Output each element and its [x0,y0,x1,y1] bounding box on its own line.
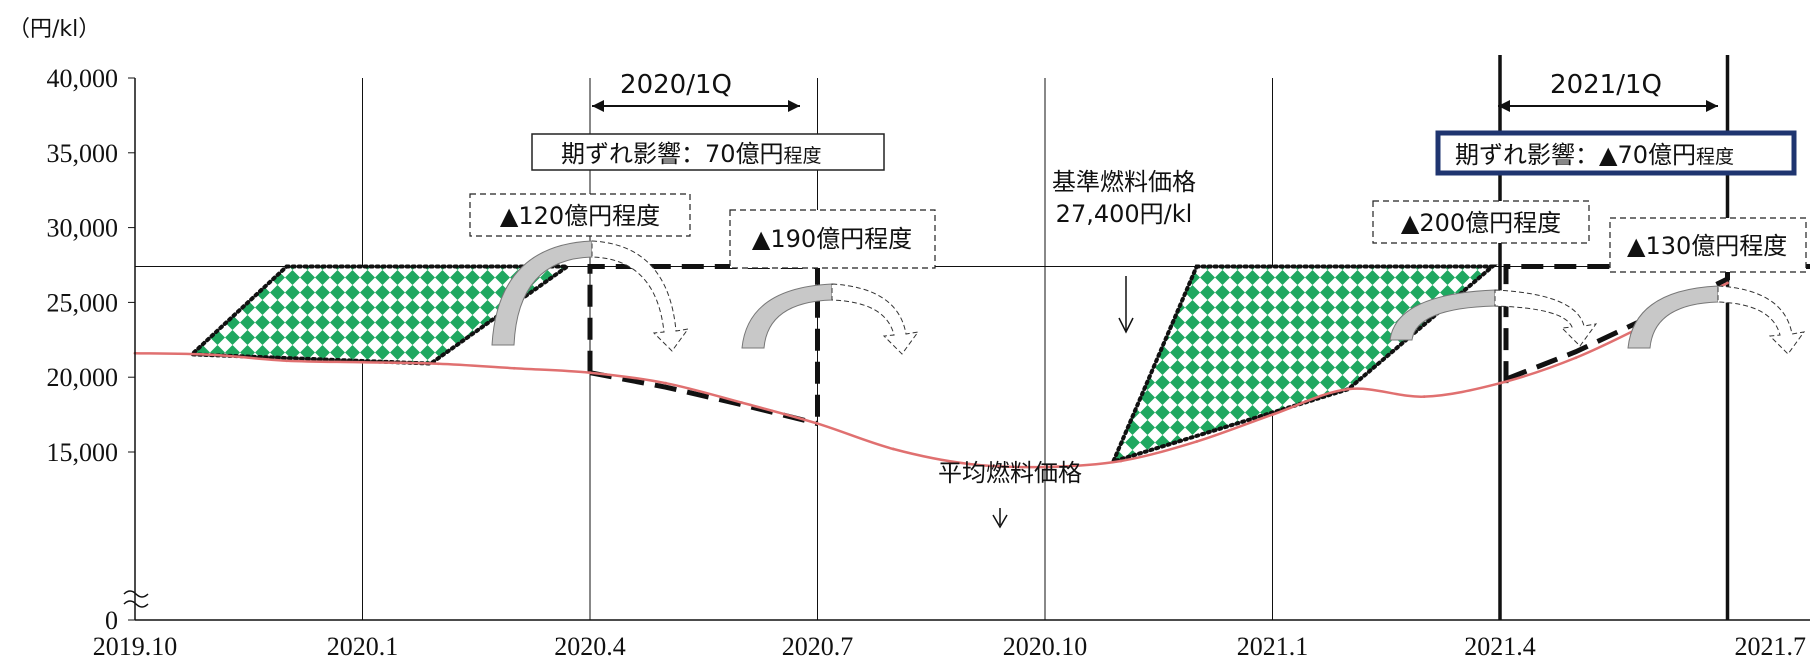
value-box-c-frame [1372,200,1590,244]
x-tick-label-2021.1: 2021.1 [1237,632,1309,661]
curved-arrow-2021q1 [1389,289,1598,347]
x-tick-label-2021.4: 2021.4 [1464,632,1536,661]
y-tick-label-6: 0 [105,606,118,635]
y-tick-label-3: 25,000 [47,288,119,317]
y-tick-labels: 40,000 35,000 30,000 25,000 20,000 15,000 0 [47,64,135,635]
x-tick-label-2020.10: 2020.10 [1003,632,1088,661]
avg-price-point-2021.3 [1422,395,1426,399]
impact-box-2020-text: 期ずれ影響：70億円程度 [561,140,822,168]
period-marker-2020: 2020/1Q [592,70,800,112]
avg-price-point-2019.12 [285,359,289,363]
series-group [133,281,1729,469]
lag-outline-2020q2 [587,263,820,424]
curved-arrow-2020q1-solid [491,240,593,346]
x-tick-label-2021.7: 2021.7 [1735,632,1807,661]
value-box-d-frame [1609,217,1807,273]
avg-price-point-2020.11 [1119,459,1123,463]
avg-price-point-2020.6 [740,401,744,405]
y-tick-label-0: 40,000 [47,64,119,93]
y-tick-label-5: 15,000 [47,438,119,467]
axis-break-mark [123,590,149,608]
lag-curve-2020q2 [589,370,819,427]
lag-outline-2021q2 [1503,263,1730,384]
base-price-label: 基準燃料価格 [1052,168,1196,196]
curved-arrow-2020q2 [741,283,920,355]
avg-price-point-2020.1 [361,360,364,364]
value-box-a-text: ▲120億円程度 [500,202,660,230]
curved-arrow-2021q2-solid [1627,285,1719,349]
value-box-c-text: ▲200億円程度 [1401,209,1561,237]
impact-areas [186,264,1498,465]
impact-box-2021-text: 期ずれ影響：▲70億円程度 [1455,141,1734,169]
avg-price-pointer-head [992,514,1008,529]
avg-price-point-2019.11 [209,353,213,357]
avg-price-label: 平均燃料価格 [938,459,1082,487]
y-tick-label-4: 20,000 [47,363,119,392]
curved-arrow-2021q2 [1627,285,1806,355]
avg-price-annotation: 平均燃料価格 [938,459,1082,529]
avg-price-point-2020.2 [436,362,440,366]
impact-box-2021: 期ずれ影響：▲70億円程度 [1435,130,1797,176]
value-box-c: ▲200億円程度 [1372,200,1590,244]
curved-arrow-2020q1-dashed [591,240,690,352]
curved-arrow-2021q1-dashed [1494,289,1598,347]
base-price-annotation: 基準燃料価格 27,400円/kl [1052,168,1196,334]
avg-price-point-2021.7 [1726,281,1729,285]
curved-arrow-2021q2-dashed [1717,285,1806,355]
curved-arrows [491,240,1806,355]
period-label-2020: 2020/1Q [620,70,732,100]
avg-price-point-2020.8 [891,447,895,451]
impact-box-2020: 期ずれ影響：70億円程度 [531,133,885,171]
curved-arrow-2020q2-dashed [831,283,920,355]
base-price-pointer-head [1118,317,1134,334]
impact-area-2021q1 [1109,264,1498,465]
axes-group [123,78,1810,621]
avg-price-point-2021.2 [1346,387,1350,391]
x-tick-label-2020.4: 2020.4 [554,632,626,661]
period-marker-2021: 2021/1Q [1498,70,1718,112]
avg-price-point-2020.4 [588,371,592,375]
avg-price-point-2021.4 [1498,381,1502,385]
avg-price-point-2020.3 [512,366,516,370]
x-tick-label-2020.7: 2020.7 [782,632,854,661]
period-label-2021: 2021/1Q [1550,70,1662,100]
value-box-b: ▲190億円程度 [729,209,936,269]
avg-price-point-2020.12 [1195,440,1199,443]
impact-box-2021-frame [1435,130,1797,176]
x-tick-label-2020.1: 2020.1 [327,632,399,661]
value-box-b-frame [729,209,936,269]
avg-price-point-2020.7 [816,422,819,425]
value-box-d-text: ▲130億円程度 [1627,232,1787,260]
x-tick-label-2019.10: 2019.10 [93,632,178,661]
avg-price-point-2021.1 [1271,413,1274,416]
avg-price-line [134,281,1729,469]
value-box-a: ▲120億円程度 [469,193,691,237]
y-tick-label-2: 30,000 [47,214,119,243]
avg-price-point-2020.10 [1043,465,1047,469]
curved-arrow-2020q1 [491,240,690,352]
base-price-value: 27,400円/kl [1056,200,1193,228]
value-box-b-text: ▲190億円程度 [752,225,912,253]
avg-price-point-2021.5 [1574,356,1578,360]
value-box-d: ▲130億円程度 [1609,217,1807,273]
x-tick-labels: 2019.10 2020.1 2020.4 2020.7 2020.10 2021.1 20… [93,632,1806,661]
y-unit-label: （円/kl） [8,17,100,42]
y-tick-label-1: 35,000 [47,139,119,168]
avg-price-point-2020.9 [967,462,971,466]
value-box-a-frame [469,193,691,237]
avg-price-point-2020.5 [664,381,668,385]
impact-box-2020-frame [531,133,885,171]
